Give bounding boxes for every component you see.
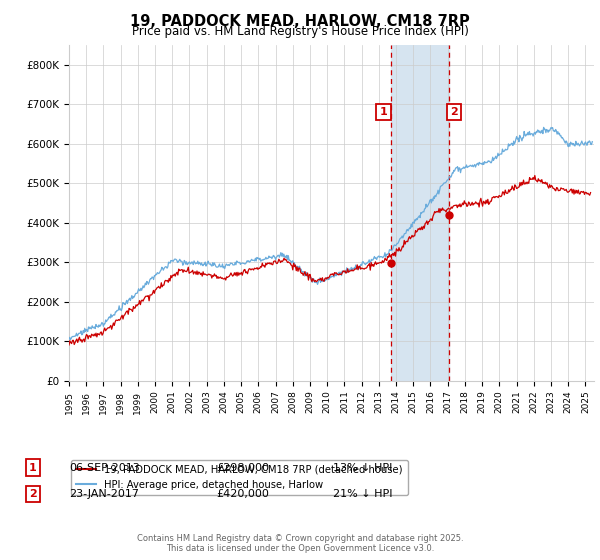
Text: 21% ↓ HPI: 21% ↓ HPI xyxy=(333,489,392,499)
Text: Price paid vs. HM Land Registry's House Price Index (HPI): Price paid vs. HM Land Registry's House … xyxy=(131,25,469,38)
Text: £298,000: £298,000 xyxy=(216,463,269,473)
Text: 1: 1 xyxy=(29,463,37,473)
Text: 2: 2 xyxy=(29,489,37,499)
Text: 19, PADDOCK MEAD, HARLOW, CM18 7RP: 19, PADDOCK MEAD, HARLOW, CM18 7RP xyxy=(130,14,470,29)
Text: 1: 1 xyxy=(380,107,388,117)
Bar xyxy=(391,45,449,381)
Text: £420,000: £420,000 xyxy=(216,489,269,499)
Text: 13% ↓ HPI: 13% ↓ HPI xyxy=(333,463,392,473)
Text: 2: 2 xyxy=(450,107,458,117)
Text: 06-SEP-2013: 06-SEP-2013 xyxy=(69,463,140,473)
Legend: 19, PADDOCK MEAD, HARLOW, CM18 7RP (detached house), HPI: Average price, detache: 19, PADDOCK MEAD, HARLOW, CM18 7RP (deta… xyxy=(71,460,408,494)
Text: Contains HM Land Registry data © Crown copyright and database right 2025.
This d: Contains HM Land Registry data © Crown c… xyxy=(137,534,463,553)
Text: 23-JAN-2017: 23-JAN-2017 xyxy=(69,489,139,499)
